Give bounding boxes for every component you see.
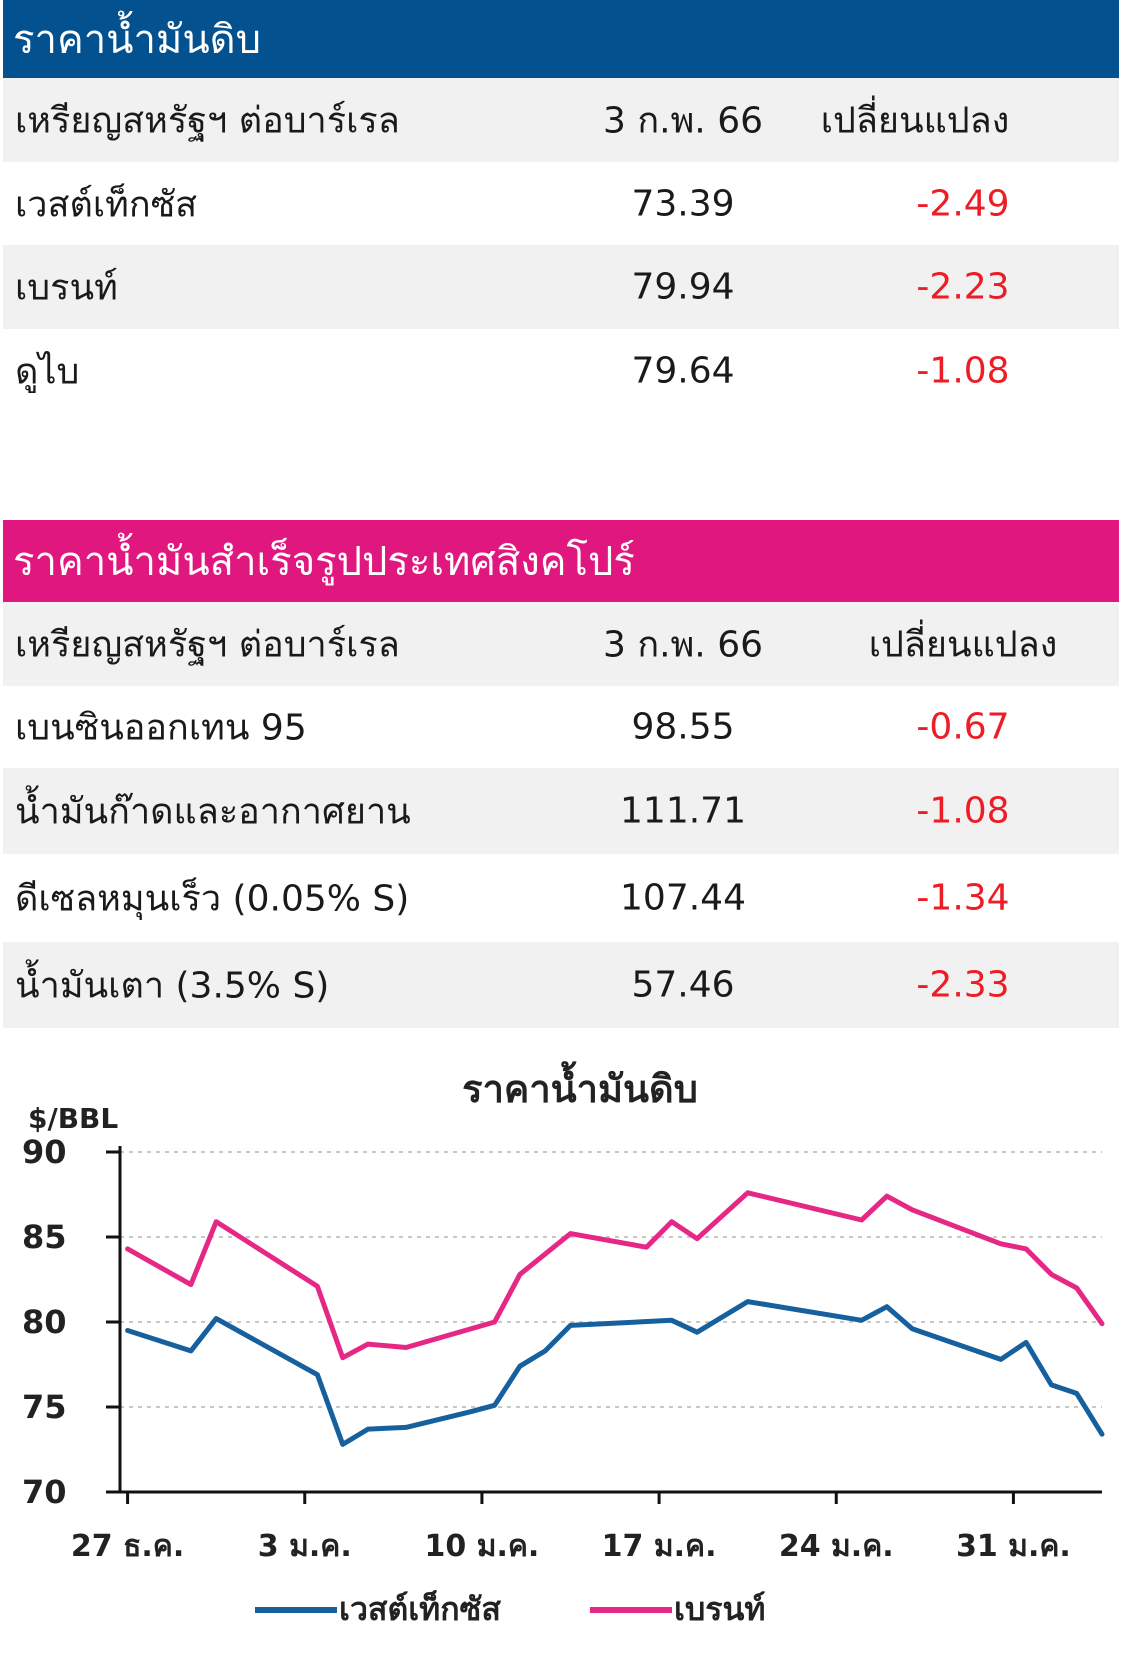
oil-name: ดีเซลหมุนเร็ว (0.05% S): [15, 878, 410, 920]
legend-label: เวสต์เท็กซัส: [339, 1589, 501, 1628]
y-tick-label: 75: [22, 1388, 67, 1426]
date-header: 3 ก.พ. 66: [602, 100, 764, 142]
oil-name: เบรนท์: [15, 267, 118, 309]
table-row: ดีเซลหมุนเร็ว (0.05% S) 107.44 -1.34: [3, 854, 1119, 942]
oil-price: 111.71: [620, 790, 746, 832]
refined-oil-panel: ราคาน้ำมันสำเร็จรูปประเทศสิงคโปร์ เหรียญ…: [3, 520, 1119, 1028]
refined-oil-title: ราคาน้ำมันสำเร็จรูปประเทศสิงคโปร์: [13, 539, 635, 585]
unit-label: เหรียญสหรัฐฯ ต่อบาร์เรล: [15, 624, 400, 666]
table-row: เบรนท์ 79.94 -2.23: [3, 245, 1119, 329]
x-tick-label: 17 ม.ค.: [602, 1529, 717, 1564]
crude-oil-header-row: เหรียญสหรัฐฯ ต่อบาร์เรล 3 ก.พ. 66 เปลี่ย…: [3, 78, 1119, 162]
table-row: น้ำมันเตา (3.5% S) 57.46 -2.33: [3, 942, 1119, 1028]
series-line: [125, 1190, 1105, 1361]
unit-label: เหรียญสหรัฐฯ ต่อบาร์เรล: [15, 100, 400, 142]
table-row: เวสต์เท็กซัส 73.39 -2.49: [3, 162, 1119, 245]
date-header: 3 ก.พ. 66: [602, 624, 764, 666]
oil-name: น้ำมันเตา (3.5% S): [15, 965, 330, 1007]
oil-name: น้ำมันก๊าดและอากาศยาน: [15, 791, 411, 833]
crude-oil-panel: ราคาน้ำมันดิบ เหรียญสหรัฐฯ ต่อบาร์เรล 3 …: [3, 0, 1119, 413]
x-tick-label: 27 ธ.ค.: [71, 1529, 184, 1564]
series-line: [125, 1299, 1105, 1447]
oil-change: -1.08: [916, 790, 1010, 832]
oil-change: -0.67: [916, 706, 1010, 748]
oil-price: 73.39: [631, 183, 735, 224]
oil-price: 79.94: [631, 266, 735, 308]
oil-name: ดูไบ: [15, 351, 80, 393]
x-tick-label: 3 ม.ค.: [258, 1529, 352, 1564]
legend-label: เบรนท์: [674, 1590, 765, 1628]
oil-change: -2.33: [916, 964, 1010, 1006]
y-tick-label: 85: [22, 1218, 67, 1256]
table-row: น้ำมันก๊าดและอากาศยาน 111.71 -1.08: [3, 768, 1119, 854]
oil-name: เบนซินออกเทน 95: [15, 707, 307, 749]
table-row: เบนซินออกเทน 95 98.55 -0.67: [3, 686, 1119, 768]
crude-oil-price-chart: ราคาน้ำมันดิบ $/BBL 90 85 80 75 70 27 ธ.ค. 3 ม.ค…: [0, 1050, 1122, 1656]
oil-change: -1.08: [916, 350, 1010, 392]
y-tick-label: 70: [22, 1473, 67, 1511]
refined-oil-header-row: เหรียญสหรัฐฯ ต่อบาร์เรล 3 ก.พ. 66 เปลี่ย…: [3, 602, 1119, 686]
oil-change: -1.34: [916, 877, 1010, 919]
refined-oil-title-bar: ราคาน้ำมันสำเร็จรูปประเทศสิงคโปร์: [3, 520, 1119, 602]
y-tick-label: 90: [22, 1133, 67, 1171]
oil-price: 107.44: [620, 877, 746, 919]
chart-title: ราคาน้ำมันดิบ: [462, 1061, 698, 1111]
oil-change: -2.49: [916, 183, 1010, 224]
change-header: เปลี่ยนแปลง: [820, 100, 1010, 142]
x-tick-label: 10 ม.ค.: [425, 1529, 540, 1564]
x-tick-label: 24 ม.ค.: [779, 1529, 894, 1564]
oil-price: 98.55: [631, 706, 735, 748]
change-header: เปลี่ยนแปลง: [868, 624, 1058, 666]
x-tick-label: 31 ม.ค.: [956, 1529, 1071, 1564]
table-row: ดูไบ 79.64 -1.08: [3, 329, 1119, 413]
y-axis-label: $/BBL: [28, 1102, 118, 1135]
crude-oil-title: ราคาน้ำมันดิบ: [13, 17, 262, 63]
oil-name: เวสต์เท็กซัส: [15, 184, 198, 225]
oil-price: 57.46: [631, 964, 735, 1006]
oil-change: -2.23: [916, 266, 1010, 308]
crude-oil-title-bar: ราคาน้ำมันดิบ: [3, 0, 1119, 78]
oil-price: 79.64: [631, 350, 735, 392]
y-tick-label: 80: [22, 1303, 67, 1341]
